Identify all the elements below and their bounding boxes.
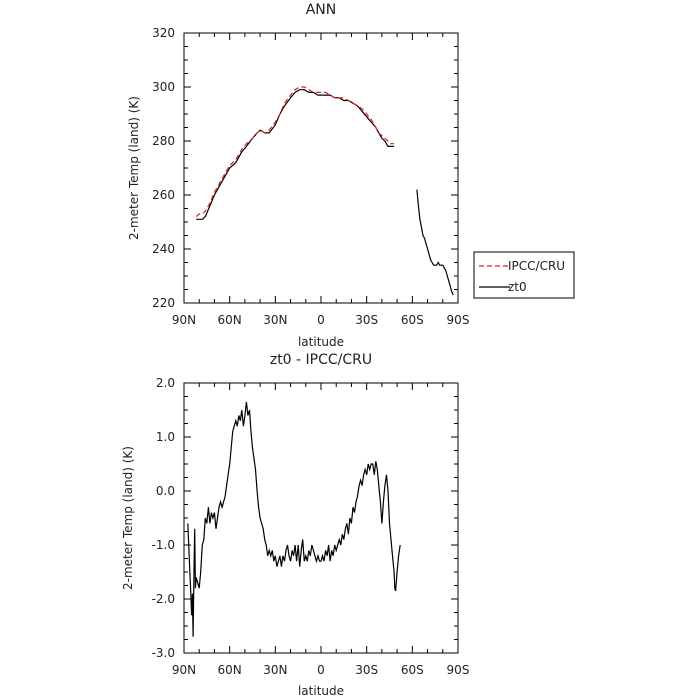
difference-panel: zt0 - IPCC/CRU 90N 60N 30N 0 30S 60S 90S -3.0 -2… [121,352,469,698]
chart-title: zt0 - IPCC/CRU [270,352,372,368]
tick-labels: 90N 60N 30N 0 30S 60S 90S -3.0 -2.0 -1.0 0.0 1.0 2.0 [152,376,470,677]
plot-frame [183,382,459,654]
chart-title: ANN [306,2,337,18]
x-tick-label: 30S [355,663,378,677]
x-tick-label: 30N [263,663,287,677]
y-tick-label: -2.0 [152,592,175,606]
y-tick-label: 0.0 [156,484,175,498]
legend-label-zt0: zt0 [508,280,527,294]
x-tick-label: 60N [218,313,242,327]
series-line-zt0 [196,89,395,220]
x-tick-label: 90N [172,663,196,677]
y-axis-label: 2-meter Temp (land) (K) [121,446,135,590]
x-tick-label: 0 [317,313,325,327]
y-tick-label: -3.0 [152,646,175,660]
plot-frame [183,32,459,304]
legend-box [473,251,575,299]
x-tick-label: 60S [401,313,424,327]
series-lines [195,86,454,296]
y-tick-label: 260 [152,188,175,202]
y-tick-label: 2.0 [156,376,175,390]
y-axis-label: 2-meter Temp (land) (K) [127,96,141,240]
y-tick-label: 1.0 [156,430,175,444]
y-tick-label: 240 [152,242,175,256]
y-tick-label: 220 [152,296,175,310]
series-line-ipcc-cru [195,86,395,218]
x-tick-label: 30N [263,313,287,327]
legend-label-ipcc: IPCC/CRU [508,259,565,273]
x-tick-label: 0 [317,663,325,677]
y-tick-label: 300 [152,80,175,94]
x-tick-label: 60N [218,663,242,677]
y-tick-label: -1.0 [152,538,175,552]
x-tick-label: 30S [355,313,378,327]
x-axis-label: latitude [298,684,344,698]
ticks-and-frame [183,382,459,654]
x-tick-label: 90S [447,313,470,327]
y-tick-label: 320 [152,26,175,40]
x-axis-label: latitude [298,335,344,349]
temperature-panel: ANN 90N 60N 30N 0 30S 60S 90S 220 240 260 280 300 32… [127,2,575,349]
series-line-zt0 [416,189,454,296]
tick-labels: 90N 60N 30N 0 30S 60S 90S 220 240 260 280 300 320 [152,26,469,327]
legend: IPCC/CRU zt0 [473,251,575,299]
x-tick-label: 90N [172,313,196,327]
series-lines [187,401,401,637]
y-tick-label: 280 [152,134,175,148]
ticks-and-frame [183,32,459,304]
x-tick-label: 60S [401,663,424,677]
x-tick-label: 90S [447,663,470,677]
series-line-zt0 [187,401,401,637]
